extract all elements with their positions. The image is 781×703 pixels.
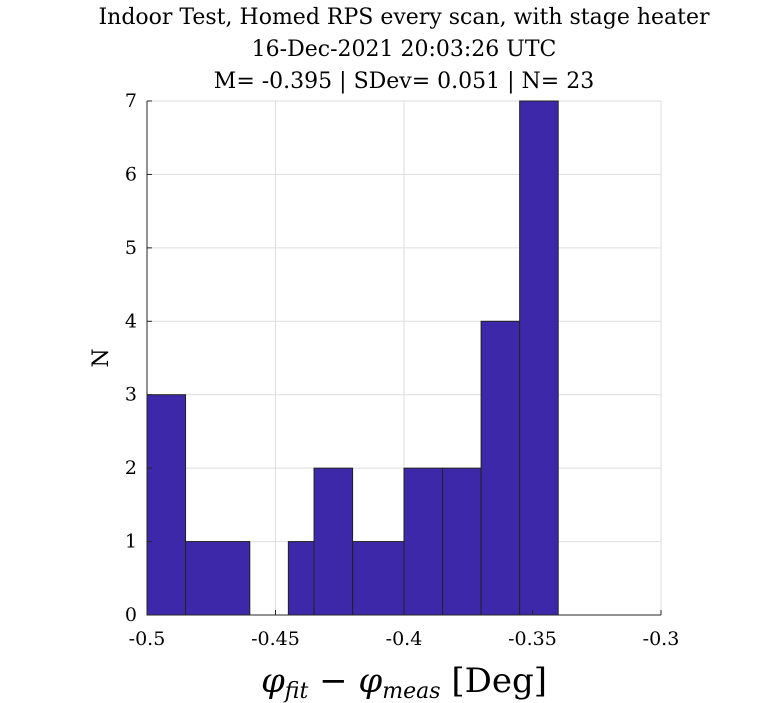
x-tick-label-4: -0.3 <box>643 628 680 650</box>
x-axis-ticks: -0.5 -0.45 -0.4 -0.35 -0.3 <box>129 610 680 650</box>
title-line-1: Indoor Test, Homed RPS every scan, with … <box>98 5 710 30</box>
y-axis-ticks: 0 1 2 3 4 5 6 7 <box>125 90 152 626</box>
y-tick-label-1: 1 <box>125 531 137 553</box>
y-tick-label-2: 2 <box>125 457 137 479</box>
y-tick-label-6: 6 <box>125 163 137 185</box>
x-label-unit: [Deg] <box>441 661 547 701</box>
y-tick-label-7: 7 <box>125 90 137 112</box>
histogram-bar-6 <box>403 467 444 616</box>
y-tick-label-0: 0 <box>125 604 137 626</box>
x-label-subscript-fit: fit <box>283 679 309 703</box>
x-label-phi-1: φ <box>261 661 285 701</box>
histogram-bar-7 <box>442 467 482 616</box>
y-axis-label: N <box>89 348 114 367</box>
title-line-3: M= -0.395 | SDev= 0.051 | N= 23 <box>214 69 594 94</box>
histogram-bar-0 <box>146 394 187 616</box>
y-tick-label-5: 5 <box>125 237 137 259</box>
x-axis-label: φfit − φmeas [Deg] <box>261 661 547 703</box>
histogram-bar-1 <box>185 541 251 616</box>
x-label-phi-2: φ <box>358 661 382 701</box>
title-line-2: 16-Dec-2021 20:03:26 UTC <box>252 37 557 62</box>
histogram-bars <box>146 100 559 616</box>
x-tick-label-2: -0.4 <box>386 628 423 650</box>
x-label-minus: − <box>308 661 358 701</box>
x-tick-label-3: -0.35 <box>508 628 557 650</box>
histogram-bar-4 <box>313 467 354 616</box>
histogram-bar-8 <box>480 320 521 616</box>
histogram-bar-5 <box>352 541 405 616</box>
x-tick-label-1: -0.45 <box>251 628 300 650</box>
x-tick-label-0: -0.5 <box>129 628 166 650</box>
histogram-bar-9 <box>519 100 559 616</box>
x-label-subscript-meas: meas <box>382 679 440 703</box>
chart-title: Indoor Test, Homed RPS every scan, with … <box>98 5 710 94</box>
y-tick-label-3: 3 <box>125 384 137 406</box>
histogram-bar-3 <box>287 541 315 616</box>
y-tick-label-4: 4 <box>125 310 137 332</box>
